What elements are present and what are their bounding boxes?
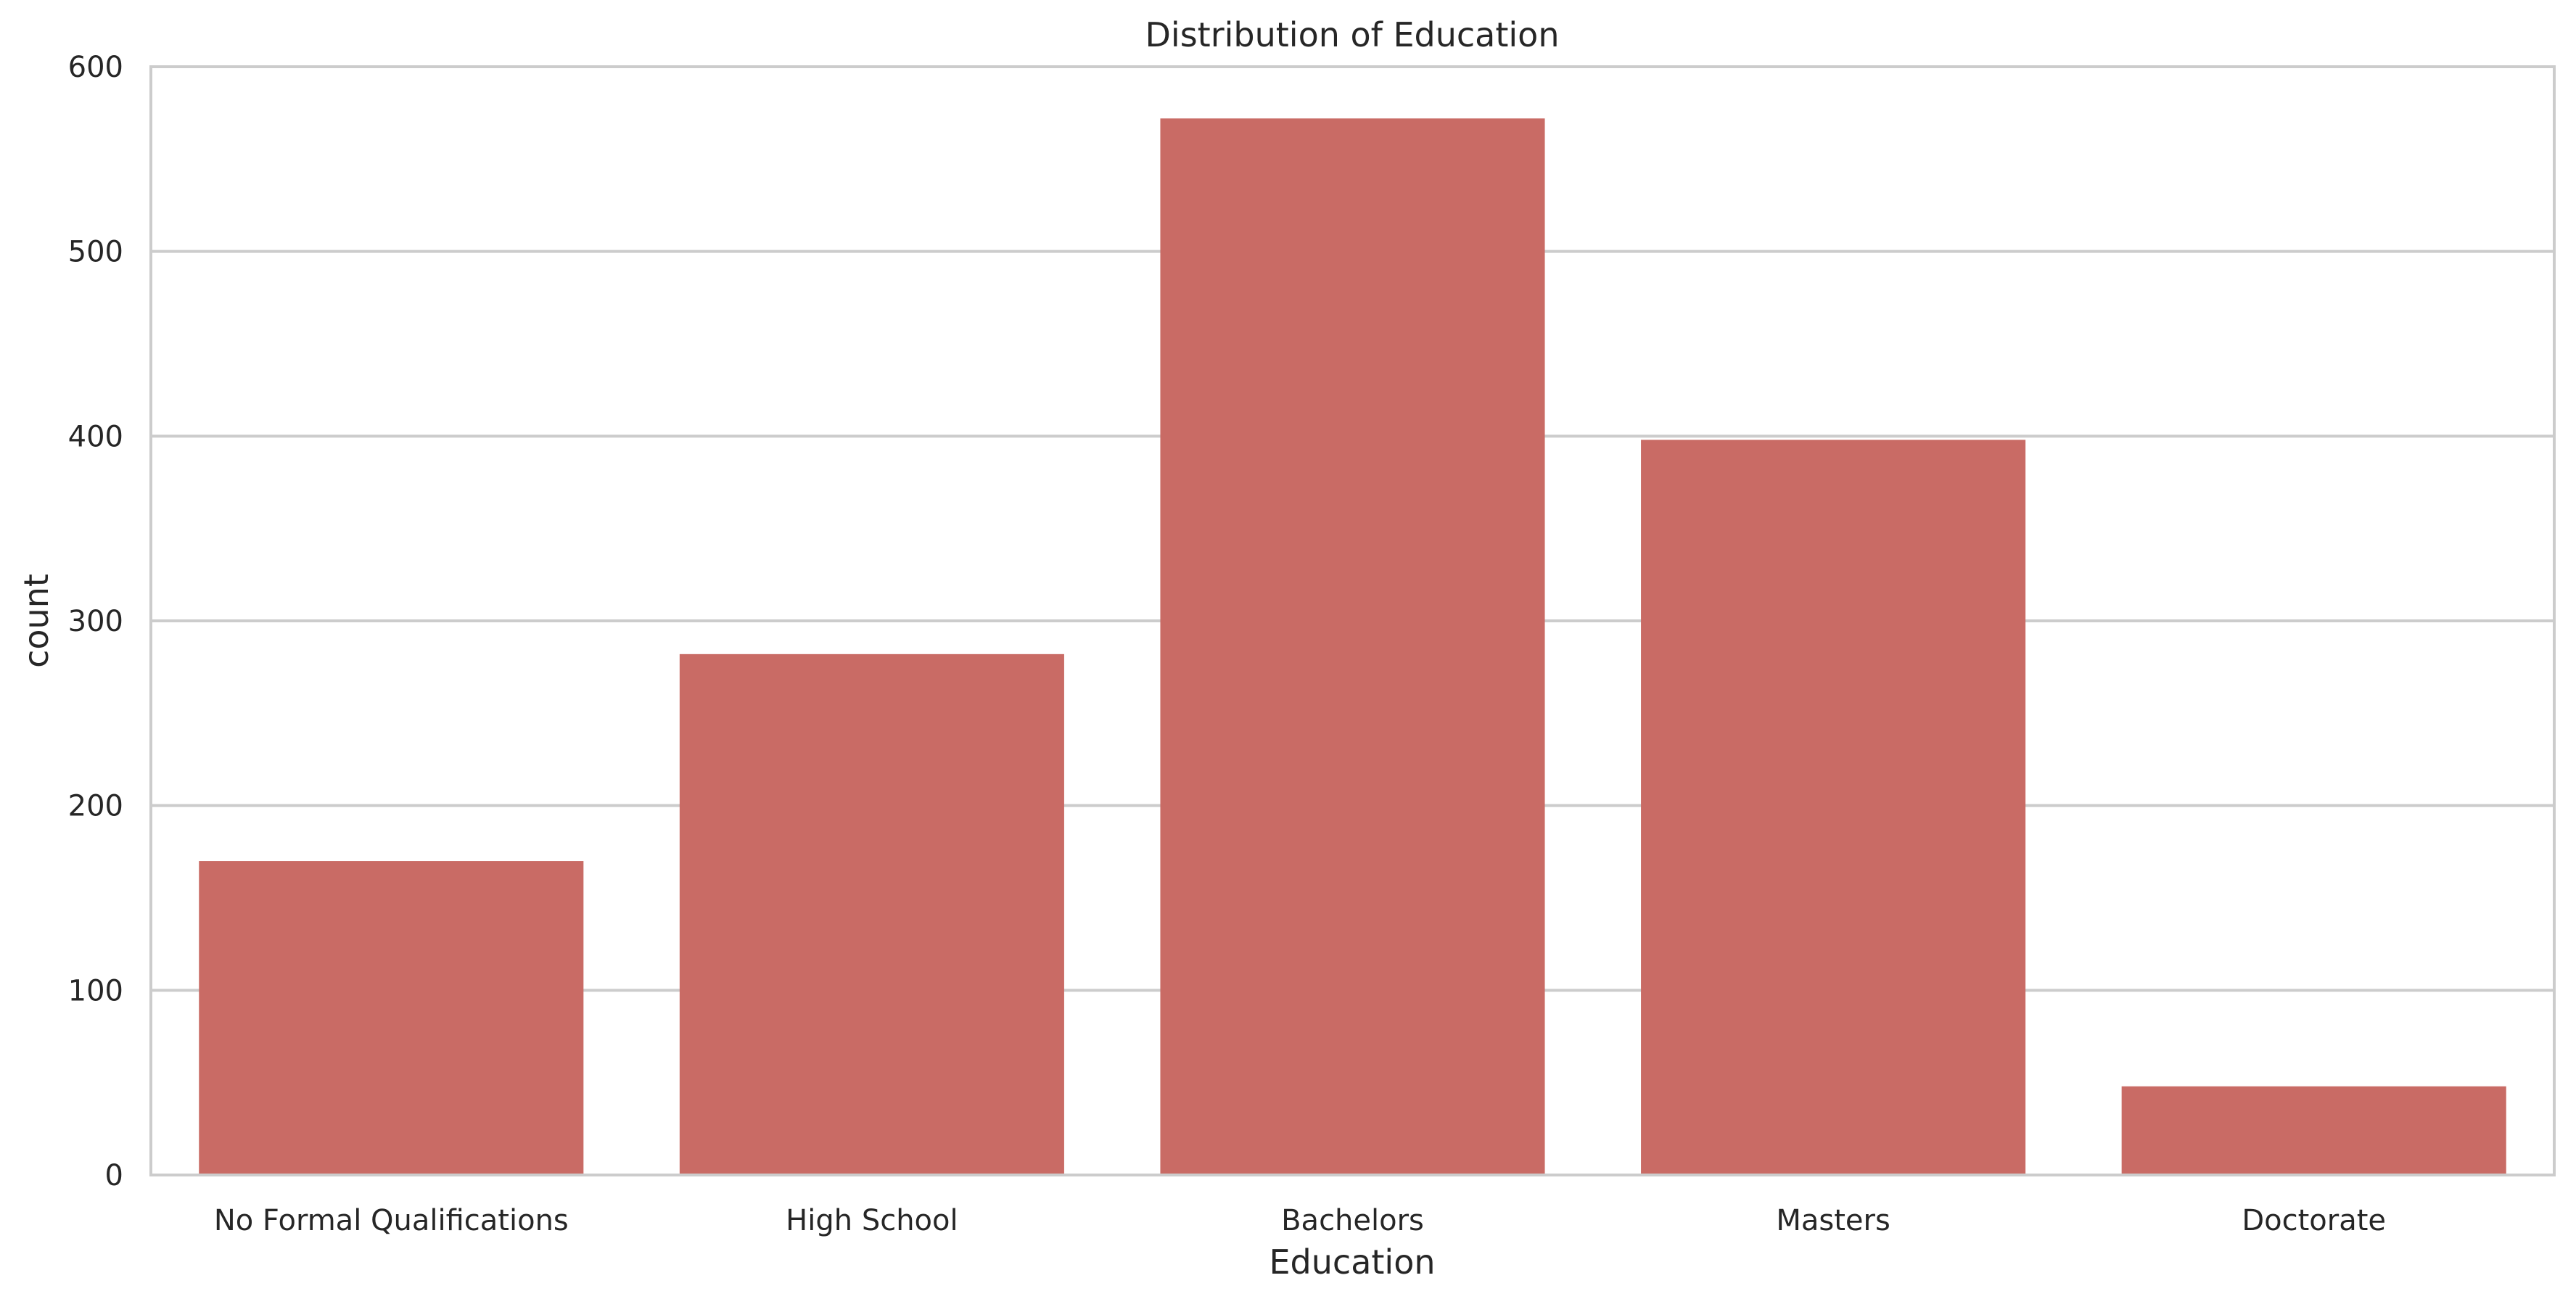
x-tick-label: No Formal Qualifications: [214, 1204, 569, 1237]
bar: [1160, 118, 1545, 1176]
x-tick-label: Bachelors: [1281, 1204, 1424, 1237]
y-tick-label: 0: [105, 1159, 123, 1192]
x-tick-label: Masters: [1776, 1204, 1890, 1237]
y-axis-ticks: 0 100 200 300 400 500 600: [68, 51, 123, 1192]
plot-frame: [149, 65, 2556, 1176]
y-tick-label: 300: [68, 605, 123, 638]
y-tick-label: 200: [68, 790, 123, 823]
y-tick-label: 500: [68, 236, 123, 269]
bar: [2121, 1086, 2506, 1175]
y-tick-label: 400: [68, 420, 123, 453]
bar: [1641, 440, 2026, 1175]
y-tick-label: 600: [68, 51, 123, 84]
x-axis-title: Education: [1269, 1242, 1435, 1282]
x-tick-label: Doctorate: [2242, 1204, 2386, 1237]
x-tick-label: High School: [786, 1204, 958, 1237]
bars: [199, 118, 2506, 1176]
chart-title: Distribution of Education: [1145, 15, 1560, 54]
bar: [199, 861, 584, 1175]
x-axis-ticks: No Formal Qualifications High School Bache…: [214, 1204, 2386, 1237]
bar: [679, 654, 1064, 1175]
y-axis-title: count: [17, 574, 56, 668]
y-tick-label: 100: [68, 974, 123, 1007]
